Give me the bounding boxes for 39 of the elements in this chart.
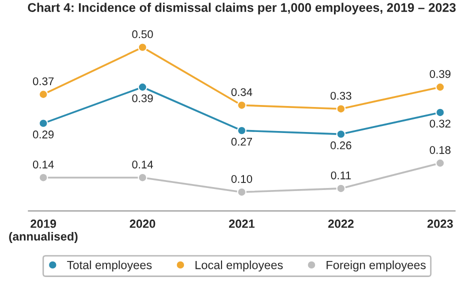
x-tick-label: 2020 — [130, 220, 156, 228]
point — [138, 82, 148, 92]
data-label: 0.11 — [330, 171, 351, 180]
point — [336, 104, 346, 114]
point — [237, 187, 246, 197]
legend-label: Total employees — [67, 260, 152, 272]
x-tick-label: 2023 — [427, 220, 453, 228]
point — [38, 90, 48, 100]
x-tick-label: 2022 — [328, 220, 354, 228]
data-label: 0.29 — [32, 130, 54, 138]
data-label: 0.26 — [330, 141, 352, 150]
legend-label: Local employees — [196, 260, 283, 272]
data-label: 0.50 — [132, 30, 153, 38]
point — [237, 100, 246, 110]
data-label: 0.37 — [32, 77, 54, 86]
x-tick-label: 2019 (annualised) — [9, 220, 78, 243]
point — [435, 108, 445, 118]
data-label: 0.34 — [231, 88, 252, 96]
data-label: 0.14 — [32, 160, 54, 168]
point — [138, 172, 148, 182]
legend-label: Foreign employees — [326, 260, 426, 272]
data-label: 0.32 — [430, 120, 450, 128]
data-label: 0.39 — [132, 94, 153, 102]
point — [435, 158, 445, 168]
point — [237, 126, 246, 136]
data-label: 0.18 — [430, 146, 450, 154]
data-label: 0.14 — [132, 160, 154, 168]
point — [38, 118, 48, 128]
point — [336, 184, 346, 194]
data-label: 0.33 — [330, 92, 352, 100]
point — [435, 82, 445, 92]
point — [336, 129, 346, 139]
chart-title: Chart 4: Incidence of dismissal claims per 1,000 employees, 2019 – 2023 — [28, 2, 456, 14]
data-label: 0.27 — [231, 138, 252, 146]
point — [38, 172, 48, 182]
x-tick-label: 2021 — [229, 220, 255, 228]
point — [138, 42, 148, 52]
data-label: 0.39 — [430, 70, 450, 78]
data-label: 0.10 — [231, 175, 252, 183]
